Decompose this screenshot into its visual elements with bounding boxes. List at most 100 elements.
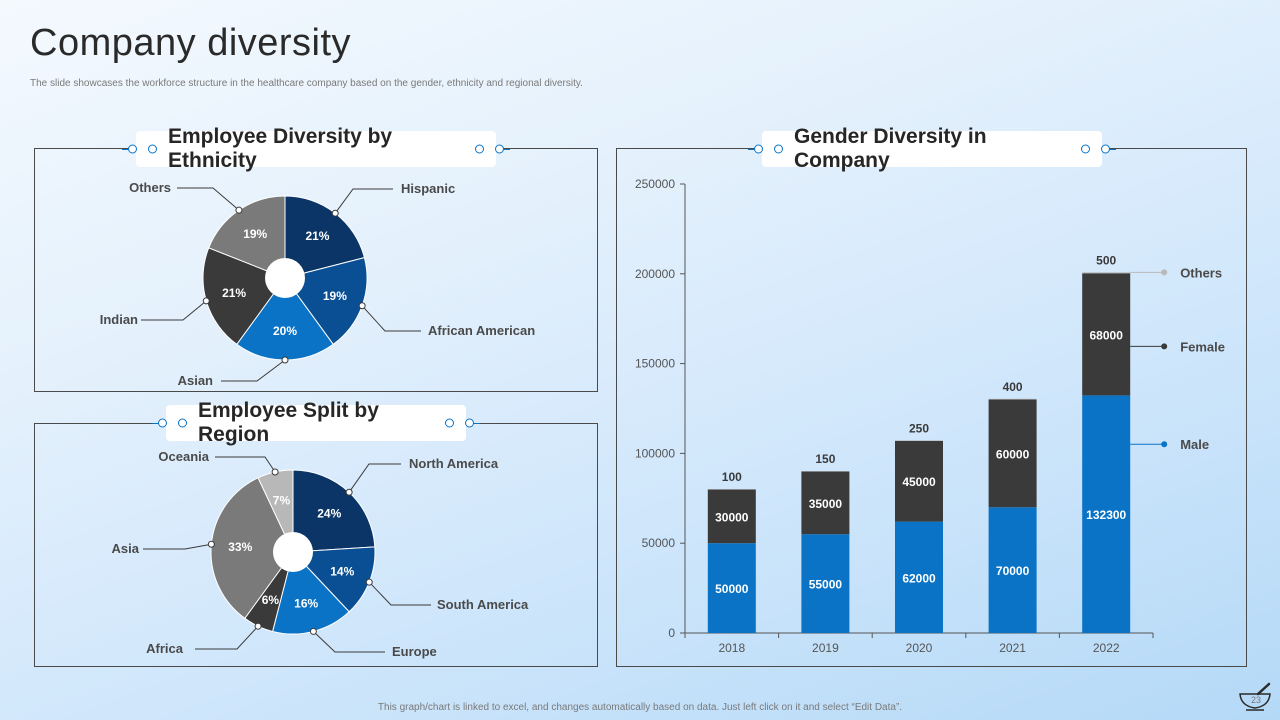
y-tick-label: 250000 (635, 177, 675, 191)
x-tick-label: 2019 (812, 641, 839, 655)
y-tick-label: 200000 (635, 267, 675, 281)
ethnicity-chart-title-box: Employee Diversity by Ethnicity (122, 125, 510, 172)
leader-dot (365, 578, 373, 586)
title-dot-left (178, 418, 187, 428)
legend-label-male: Male (1180, 437, 1209, 452)
title-dot-right (1081, 144, 1090, 154)
pie-category-label-africa: Africa (146, 641, 184, 656)
pie-category-label-hispanic: Hispanic (401, 181, 455, 196)
bar-others-2020[interactable] (895, 440, 943, 441)
bar-male-2022[interactable] (1082, 395, 1131, 633)
bar-female-2020[interactable] (895, 440, 943, 522)
bar-value-label-male: 132300 (1086, 508, 1126, 522)
pie-category-label-asia: Asia (112, 541, 140, 556)
pie-percent-label: 19% (323, 289, 347, 303)
pie-percent-label: 20% (273, 324, 297, 338)
bar-male-2018[interactable] (707, 543, 756, 633)
slide-title: Company diversity (30, 22, 352, 64)
pie-category-label-indian: Indian (100, 312, 138, 327)
y-tick-label: 100000 (635, 446, 675, 460)
leader-dot (202, 297, 210, 305)
title-dot-outer-left (754, 144, 763, 154)
footer-note: This graph/chart is linked to excel, and… (377, 702, 903, 713)
title-dot-left (148, 144, 157, 154)
y-tick-label: 50000 (642, 536, 676, 550)
leader-dot (358, 302, 366, 310)
x-tick-label: 2021 (999, 641, 1026, 655)
pie-category-label-others: Others (129, 180, 171, 195)
bar-value-label-female: 30000 (715, 510, 749, 524)
pie-percent-label: 21% (222, 286, 246, 300)
page-number-badge: 23 (1236, 682, 1276, 712)
pie-percent-label: 33% (228, 540, 252, 554)
bar-female-2022[interactable] (1082, 273, 1131, 396)
legend-marker (1161, 269, 1168, 276)
bar-value-label-others: 250 (909, 421, 929, 435)
bar-male-2020[interactable] (895, 521, 943, 633)
legend-marker (1161, 343, 1168, 350)
leader-line (143, 543, 212, 550)
bar-male-2019[interactable] (801, 534, 850, 633)
pie-category-label-asian: Asian (178, 373, 213, 388)
bar-value-label-female: 35000 (809, 497, 843, 511)
bar-female-2019[interactable] (801, 471, 850, 535)
pie-percent-label: 19% (243, 227, 267, 241)
bar-value-label-others: 500 (1096, 253, 1116, 267)
leader-line (215, 456, 276, 473)
leader-line (177, 187, 240, 211)
legend-label-female: Female (1180, 339, 1225, 354)
bar-female-2021[interactable] (988, 399, 1037, 508)
leader-line (334, 188, 393, 214)
leader-line (221, 359, 286, 382)
pie-percent-label: 16% (294, 596, 318, 610)
legend-label-others: Others (1180, 265, 1222, 280)
pie-category-label-south-america: South America (437, 597, 529, 612)
bar-value-label-female: 68000 (1090, 328, 1124, 342)
pie-category-label-oceania: Oceania (158, 449, 209, 464)
bar-value-label-female: 45000 (902, 475, 936, 489)
donut-hole (273, 532, 313, 572)
bar-others-2022[interactable] (1082, 272, 1131, 274)
x-tick-label: 2022 (1093, 641, 1120, 655)
pie-percent-label: 24% (317, 506, 341, 520)
gender-panel: 0 50000 100000 150000 200000 250000 50000 30000… (616, 148, 1247, 667)
leader-line (348, 463, 401, 493)
leader-line (361, 305, 421, 332)
title-dot-right (475, 144, 484, 154)
pie-percent-label: 6% (262, 593, 280, 607)
y-tick-label: 150000 (635, 357, 675, 371)
leader-dot (207, 540, 215, 548)
bar-others-2019[interactable] (801, 471, 850, 472)
donut-hole (265, 258, 305, 298)
leader-line (141, 300, 207, 321)
bar-value-label-others: 400 (1003, 380, 1023, 394)
leader-dot (281, 356, 289, 364)
ethnicity-pie-chart[interactable]: 21% Hispanic 19% African American 20% Asian 21… (35, 149, 599, 393)
region-pie-chart[interactable]: 24% North America 14% South America 16% Europ… (35, 424, 599, 668)
gender-chart-title-box: Gender Diversity in Company (748, 125, 1116, 172)
bar-value-label-male: 55000 (809, 578, 843, 592)
bar-others-2021[interactable] (988, 398, 1037, 400)
pie-percent-label: 7% (273, 493, 291, 507)
mortar-pestle-icon: 23 (1239, 682, 1271, 711)
title-dot-outer-left (158, 418, 167, 428)
leader-dot (254, 622, 262, 630)
bar-value-label-male: 50000 (715, 582, 749, 596)
pie-category-label-african-american: African American (428, 323, 535, 338)
legend-marker (1161, 441, 1168, 448)
bar-male-2021[interactable] (988, 507, 1037, 633)
title-dot-left (774, 144, 783, 154)
bar-value-label-female: 60000 (996, 447, 1030, 461)
title-dot-outer-right (465, 418, 474, 428)
slide-subtitle: The slide showcases the workforce struct… (30, 78, 583, 89)
bar-value-label-others: 100 (722, 470, 742, 484)
leader-line (195, 625, 259, 650)
pie-category-label-north-america: North America (409, 456, 499, 471)
gender-bar-chart[interactable]: 0 50000 100000 150000 200000 250000 50000 30000… (617, 149, 1248, 668)
bar-others-2018[interactable] (707, 489, 756, 490)
title-dot-outer-left (128, 144, 137, 154)
leader-dot (235, 206, 243, 214)
bar-value-label-male: 70000 (996, 564, 1030, 578)
x-tick-label: 2020 (906, 641, 933, 655)
bar-female-2018[interactable] (707, 489, 756, 544)
